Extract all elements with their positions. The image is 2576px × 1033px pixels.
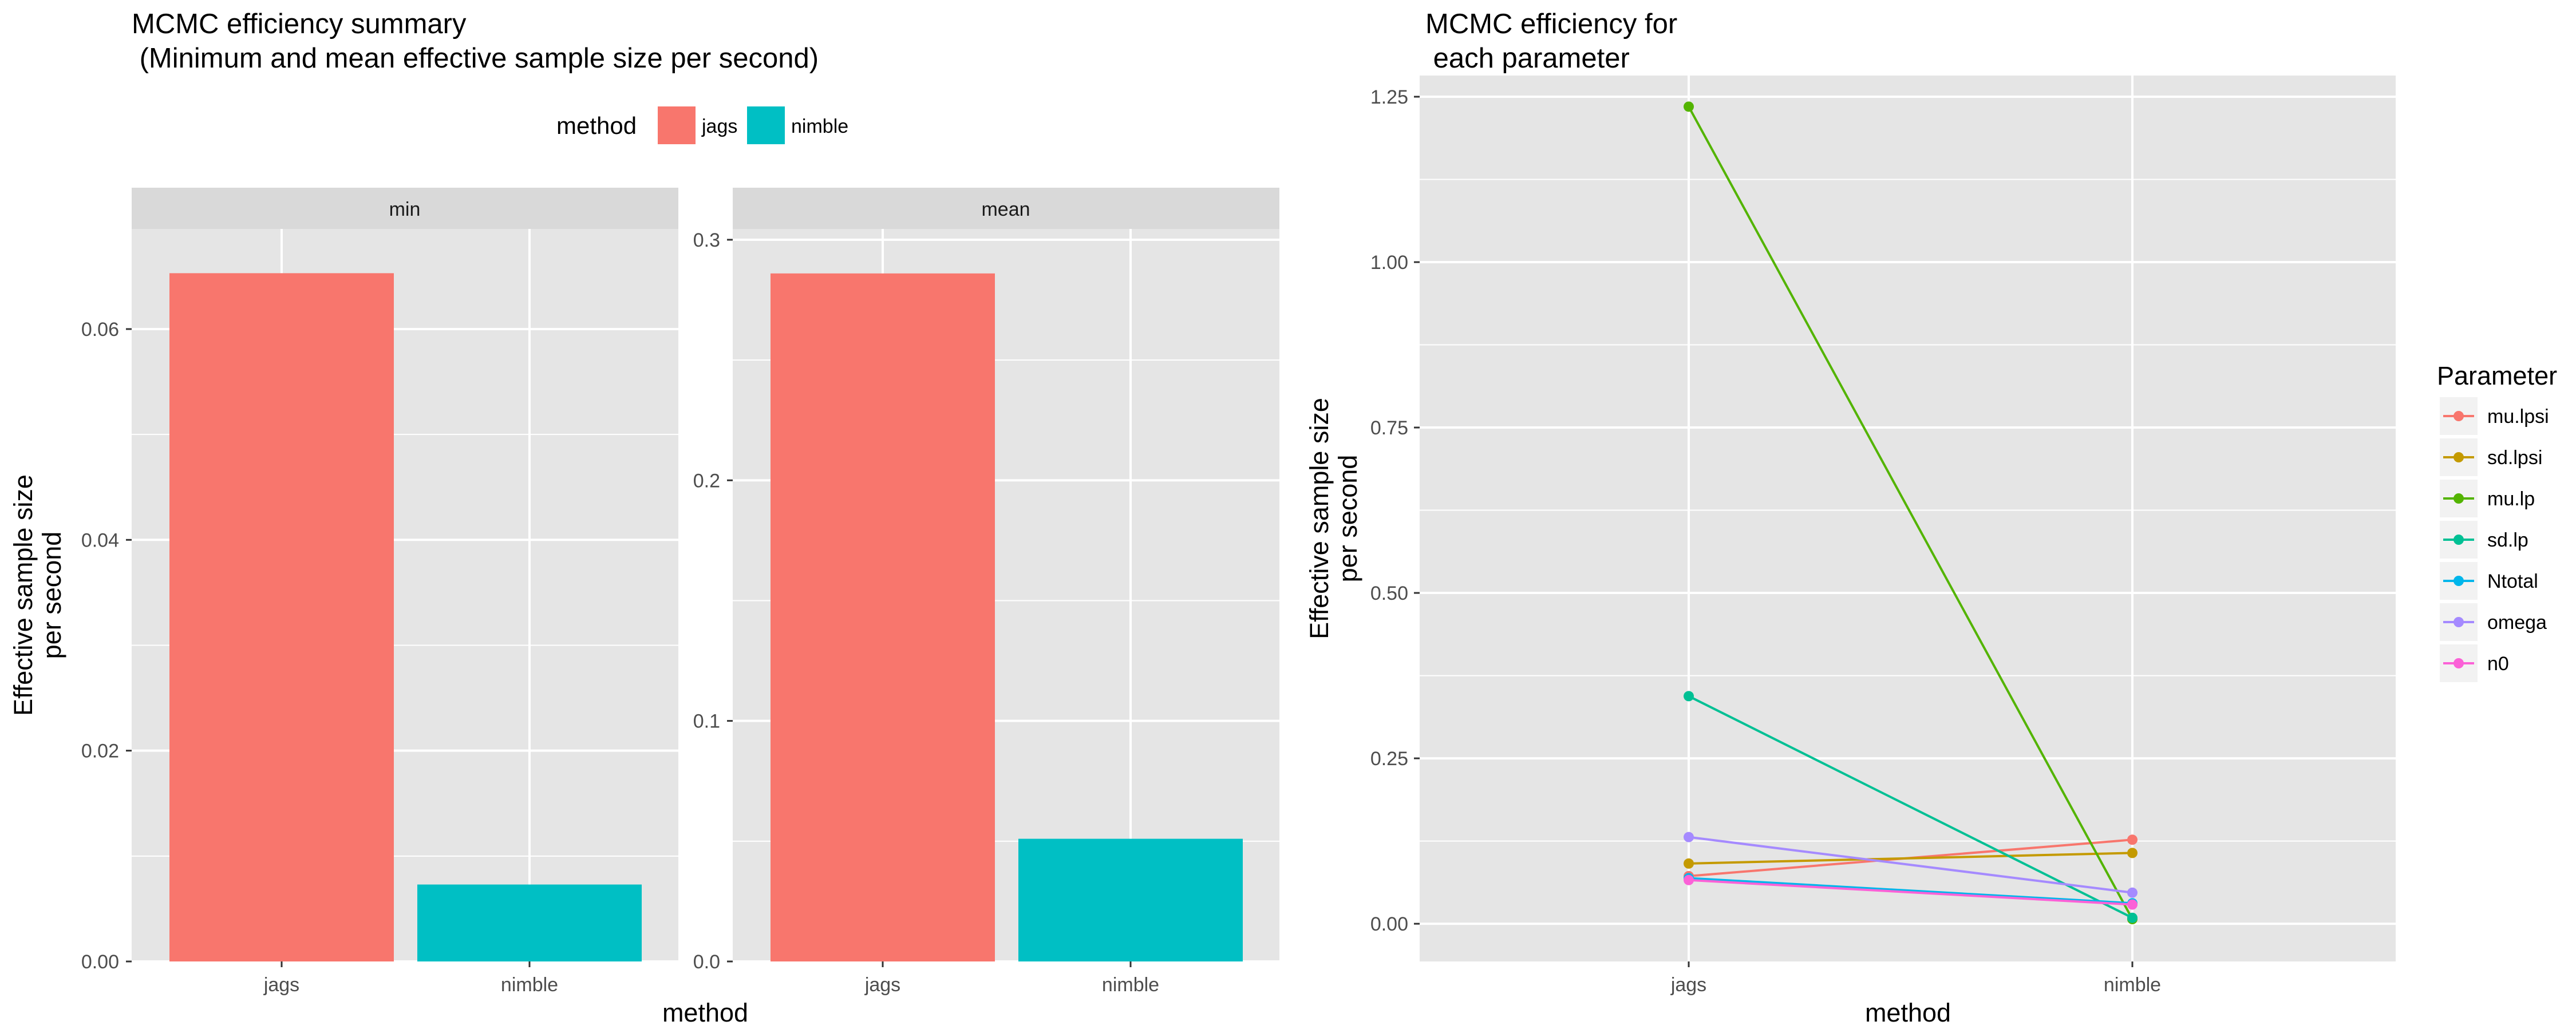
- x-tick-label: nimble: [1102, 974, 1159, 996]
- legend-key-nimble: [747, 106, 785, 144]
- x-tick-label: jags: [263, 974, 299, 996]
- y-tick-label: 1.00: [1370, 252, 1408, 274]
- facet-min-strip-label: min: [389, 199, 421, 220]
- right-y-axis-title: Effective sample size per second: [1305, 398, 1362, 639]
- facet-min: min 0.00 0.02 0.04 0.06 jags nimble: [81, 188, 678, 996]
- y-tick-label: 0.02: [81, 741, 119, 762]
- y-tick-label: 0.0: [693, 951, 720, 973]
- line-panel: 0.00 0.25 0.50 0.75 1.00 1.25 jags nimble: [1370, 76, 2396, 996]
- y-tick-label: 0.2: [693, 470, 720, 492]
- y-tick-label: 1.25: [1370, 86, 1408, 108]
- legend-item-Ntotal: Ntotal: [2440, 562, 2538, 600]
- series-line-n0: [1688, 878, 2133, 906]
- left-chart-title-line2: (Minimum and mean effective sample size …: [132, 43, 819, 74]
- parameter-legend: Parameter mu.lpsi sd.lpsi mu.lp sd.lp Ntotal…: [2437, 361, 2557, 682]
- y-tick-label: 0.25: [1370, 748, 1408, 770]
- series-line-sd.lpsi: [1688, 852, 2133, 865]
- point-sd.lpsi-jags: [1684, 858, 1694, 869]
- method-legend-title: method: [556, 112, 637, 139]
- legend-key-point: [2453, 535, 2464, 545]
- legend-key-point: [2453, 493, 2464, 504]
- bar-nimble: [417, 884, 642, 961]
- legend-item-sd.lp: sd.lp: [2440, 521, 2528, 559]
- legend-label: mu.lpsi: [2487, 406, 2549, 428]
- legend-item-omega: omega: [2440, 603, 2547, 641]
- x-tick-label: jags: [864, 974, 900, 996]
- facet-mean-strip: [733, 188, 1279, 229]
- legend-label: n0: [2487, 653, 2509, 675]
- point-sd.lp-nimble: [2127, 912, 2138, 923]
- y-tick-label: 0.00: [81, 951, 119, 973]
- legend-key-point: [2453, 452, 2464, 462]
- point-mu.lp-jags: [1684, 101, 1694, 112]
- point-sd.lp-jags: [1684, 691, 1694, 702]
- method-legend: method jags nimble: [556, 106, 848, 144]
- line-panel-bg: [1420, 76, 2396, 961]
- legend-label: sd.lpsi: [2487, 447, 2542, 469]
- legend-key-point: [2453, 617, 2464, 627]
- bar-jags: [771, 273, 995, 961]
- legend-label-jags: jags: [701, 116, 737, 137]
- right-y-axis-title-line2: per second: [1333, 455, 1362, 583]
- legend-label-nimble: nimble: [791, 116, 848, 137]
- y-tick-label: 0.06: [81, 319, 119, 341]
- point-n0-jags: [1684, 874, 1694, 885]
- point-omega-nimble: [2127, 887, 2138, 898]
- legend-label: sd.lp: [2487, 529, 2528, 551]
- y-tick-label: 0.04: [81, 529, 119, 551]
- y-tick-label: 0.50: [1370, 583, 1408, 604]
- x-tick-label: nimble: [2104, 974, 2161, 996]
- y-tick-label: 0.1: [693, 711, 720, 733]
- point-n0-nimble: [2127, 899, 2138, 910]
- facet-min-strip: [132, 188, 678, 229]
- y-tick-label: 0.75: [1370, 417, 1408, 439]
- legend-item-mu.lp: mu.lp: [2440, 480, 2535, 517]
- legend-item-mu.lpsi: mu.lpsi: [2440, 397, 2549, 435]
- legend-key-point: [2453, 411, 2464, 421]
- legend-key-point: [2453, 658, 2464, 668]
- legend-label: mu.lp: [2487, 488, 2535, 510]
- series-line-Ntotal: [1688, 877, 2133, 905]
- series-line-omega: [1688, 836, 2133, 894]
- right-x-axis-title: method: [1865, 998, 1951, 1027]
- legend-item-n0: n0: [2440, 644, 2509, 682]
- bar-nimble: [1018, 838, 1243, 961]
- legend-label: Ntotal: [2487, 571, 2538, 592]
- legend-key-jags: [658, 106, 696, 144]
- point-mu.lpsi-nimble: [2127, 834, 2138, 845]
- legend-key-point: [2453, 576, 2464, 586]
- left-y-axis-title-line2: per second: [37, 532, 66, 659]
- y-tick-label: 0.3: [693, 229, 720, 251]
- facet-mean-strip-label: mean: [981, 199, 1030, 220]
- series-line-sd.lp: [1688, 695, 2133, 919]
- parameter-legend-title: Parameter: [2437, 361, 2557, 390]
- left-chart-title-line1: MCMC efficiency summary: [132, 9, 467, 39]
- point-sd.lpsi-nimble: [2127, 848, 2138, 858]
- facet-mean: mean 0.0 0.1 0.2 0.3 jags nimble: [693, 188, 1279, 996]
- left-y-axis-title: Effective sample size per second: [9, 474, 66, 716]
- bar-jags: [169, 273, 394, 961]
- right-chart-title-line2: each parameter: [1425, 43, 1630, 74]
- series-line-mu.lp: [1688, 106, 2134, 920]
- y-tick-label: 0.00: [1370, 913, 1408, 935]
- left-x-axis-title: method: [662, 998, 748, 1027]
- legend-label: omega: [2487, 612, 2547, 634]
- legend-item-sd.lpsi: sd.lpsi: [2440, 438, 2542, 476]
- right-chart-title-line1: MCMC efficiency for: [1425, 9, 1677, 39]
- x-tick-label: jags: [1670, 974, 1706, 996]
- left-y-axis-title-line1: Effective sample size: [9, 474, 38, 716]
- point-omega-jags: [1684, 832, 1694, 842]
- x-tick-label: nimble: [501, 974, 558, 996]
- right-y-axis-title-line1: Effective sample size: [1305, 398, 1334, 639]
